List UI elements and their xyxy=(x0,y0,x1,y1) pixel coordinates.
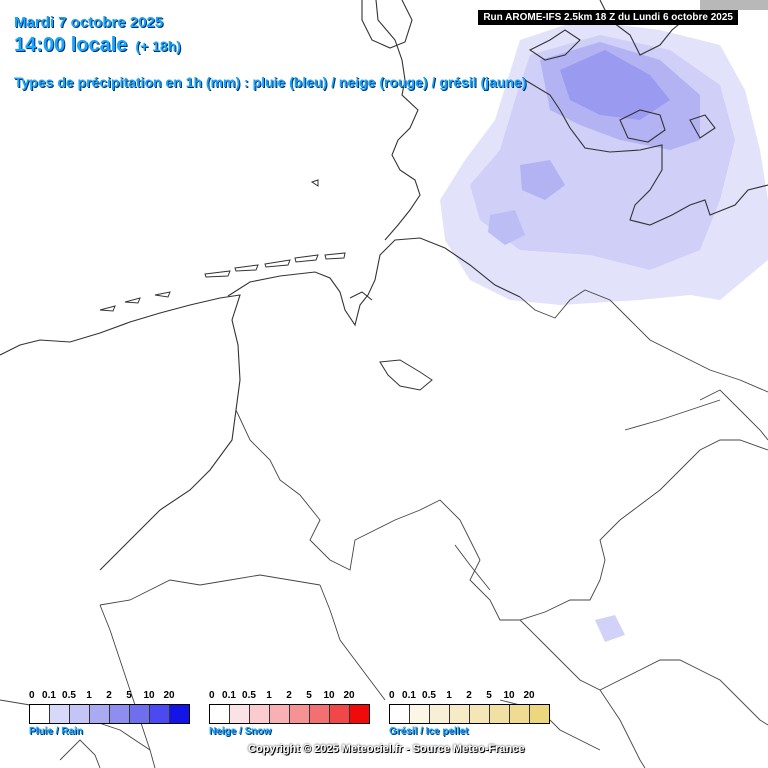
legend-sleet-swatch xyxy=(430,705,450,723)
legend-snow-swatch xyxy=(310,705,330,723)
legend-snow-tick: 0 xyxy=(209,690,215,701)
legend-sleet-tick: 20 xyxy=(523,690,535,701)
precipitation-area xyxy=(440,20,768,642)
legend-rain-tick: 5 xyxy=(126,690,132,701)
legend-rain-tick: 0 xyxy=(29,690,35,701)
legend-snow-tick: 20 xyxy=(343,690,355,701)
legend-rain-tick: 20 xyxy=(163,690,175,701)
legend-snow-tick: 0.5 xyxy=(242,690,256,701)
legend-rain-title: Pluie / Rain xyxy=(29,726,83,737)
forecast-time-text: 14:00 locale xyxy=(14,34,128,56)
legend-rain-scale xyxy=(29,704,190,724)
legend-snow-tick: 0.1 xyxy=(222,690,236,701)
coastline xyxy=(0,0,768,571)
legend-sleet-tick: 1 xyxy=(446,690,452,701)
forecast-offset: (+ 18h) xyxy=(135,38,181,54)
legend-rain-tick: 0.1 xyxy=(42,690,56,701)
legend-snow-scale xyxy=(209,704,370,724)
legend-sleet-ticks: 0 0.1 0.5 1 2 5 10 20 xyxy=(389,690,559,704)
legend-rain-swatch xyxy=(150,705,170,723)
legend-rain-ticks: 0 0.1 0.5 1 2 5 10 20 xyxy=(29,690,199,704)
legend-rain-tick: 0.5 xyxy=(62,690,76,701)
legend-rain: 0 0.1 0.5 1 2 5 10 20 Pluie / Rain xyxy=(29,690,199,737)
legend-sleet-swatch xyxy=(490,705,510,723)
legend-sleet-tick: 0.5 xyxy=(422,690,436,701)
legend-snow-tick: 5 xyxy=(306,690,312,701)
copyright-text: Copyright © 2025 Meteociel.fr - Source M… xyxy=(248,743,525,755)
legend-sleet-swatch xyxy=(470,705,490,723)
legend-rain-swatch xyxy=(90,705,110,723)
legend-sleet-tick: 2 xyxy=(466,690,472,701)
legend-snow-swatch xyxy=(250,705,270,723)
legend-rain-swatch xyxy=(110,705,130,723)
legend-rain-swatch xyxy=(170,705,189,723)
legend-snow-tick: 2 xyxy=(286,690,292,701)
legend-snow-swatch xyxy=(210,705,230,723)
legend-snow-tick: 10 xyxy=(323,690,335,701)
forecast-time: 14:00 locale (+ 18h) xyxy=(14,34,181,57)
legend-sleet-swatch xyxy=(530,705,549,723)
map-description: Types de précipitation en 1h (mm) : plui… xyxy=(14,74,527,90)
legend-rain-swatch xyxy=(50,705,70,723)
legend-sleet-swatch xyxy=(390,705,410,723)
legend-sleet-tick: 5 xyxy=(486,690,492,701)
legend-snow-swatch xyxy=(270,705,290,723)
legend-sleet-swatch xyxy=(510,705,530,723)
legend-sleet-tick: 0 xyxy=(389,690,395,701)
legend-snow-swatch xyxy=(230,705,250,723)
no-data-region xyxy=(700,0,768,10)
forecast-date: Mardi 7 octobre 2025 xyxy=(14,14,164,31)
legend-snow-swatch xyxy=(350,705,369,723)
legend-rain-swatch xyxy=(70,705,90,723)
legend-snow-swatch xyxy=(330,705,350,723)
legend-rain-swatch xyxy=(30,705,50,723)
legend-sleet-title: Grésil / Ice pellet xyxy=(389,726,469,737)
legend-sleet-swatch xyxy=(450,705,470,723)
legend-sleet-scale xyxy=(389,704,550,724)
legend-sleet: 0 0.1 0.5 1 2 5 10 20 Grésil / Ice pellet xyxy=(389,690,559,737)
islands xyxy=(99,179,433,391)
legend-rain-tick: 1 xyxy=(86,690,92,701)
legend-sleet-tick: 10 xyxy=(503,690,515,701)
legend-snow-ticks: 0 0.1 0.5 1 2 5 10 20 xyxy=(209,690,379,704)
legend-rain-swatch xyxy=(130,705,150,723)
legend-sleet-swatch xyxy=(410,705,430,723)
legend-rain-tick: 2 xyxy=(106,690,112,701)
run-info-label: Run AROME-IFS 2.5km 18 Z du Lundi 6 octo… xyxy=(478,10,738,25)
legend-snow: 0 0.1 0.5 1 2 5 10 20 Neige / Snow xyxy=(209,690,379,737)
legend-snow-swatch xyxy=(290,705,310,723)
legend-rain-tick: 10 xyxy=(143,690,155,701)
legend-sleet-tick: 0.1 xyxy=(402,690,416,701)
legend-snow-tick: 1 xyxy=(266,690,272,701)
legend-snow-title: Neige / Snow xyxy=(209,726,272,737)
